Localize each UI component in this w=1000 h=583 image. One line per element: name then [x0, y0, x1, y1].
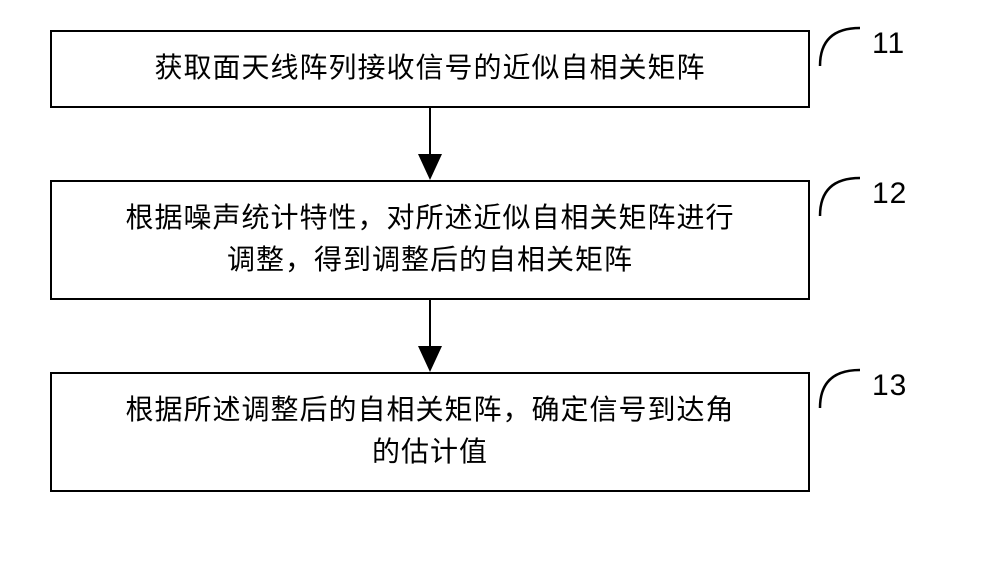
- arrow-1: [50, 108, 810, 180]
- arrow-2: [50, 300, 810, 372]
- flow-step-1: 获取面天线阵列接收信号的近似自相关矩阵 11: [50, 30, 810, 108]
- step-2-content: 根据噪声统计特性，对所述近似自相关矩阵进行 调整，得到调整后的自相关矩阵: [125, 198, 734, 282]
- curve-connector-icon: [818, 18, 868, 68]
- step-3-line1: 根据所述调整后的自相关矩阵，确定信号到达角: [125, 390, 734, 432]
- step-3-line2: 的估计值: [125, 432, 734, 474]
- arrow-head-icon: [418, 154, 442, 180]
- step-2-label: 12: [818, 168, 918, 218]
- flow-step-2: 根据噪声统计特性，对所述近似自相关矩阵进行 调整，得到调整后的自相关矩阵 12: [50, 180, 810, 300]
- flowchart-container: 获取面天线阵列接收信号的近似自相关矩阵 11 根据噪声统计特性，对所述近似自相关…: [50, 30, 950, 492]
- flow-step-3: 根据所述调整后的自相关矩阵，确定信号到达角 的估计值 13: [50, 372, 810, 492]
- step-2-line2: 调整，得到调整后的自相关矩阵: [125, 240, 734, 282]
- step-1-text: 获取面天线阵列接收信号的近似自相关矩阵: [154, 48, 705, 90]
- label-number: 12: [872, 171, 907, 216]
- label-number: 13: [872, 363, 907, 408]
- arrow-line-icon: [429, 300, 431, 352]
- step-1-label: 11: [818, 18, 918, 68]
- arrow-head-icon: [418, 346, 442, 372]
- step-3-label: 13: [818, 360, 918, 410]
- step-3-content: 根据所述调整后的自相关矩阵，确定信号到达角 的估计值: [125, 390, 734, 474]
- curve-connector-icon: [818, 360, 868, 410]
- arrow-line-icon: [429, 108, 431, 160]
- curve-connector-icon: [818, 168, 868, 218]
- label-number: 11: [872, 21, 905, 66]
- step-2-line1: 根据噪声统计特性，对所述近似自相关矩阵进行: [125, 198, 734, 240]
